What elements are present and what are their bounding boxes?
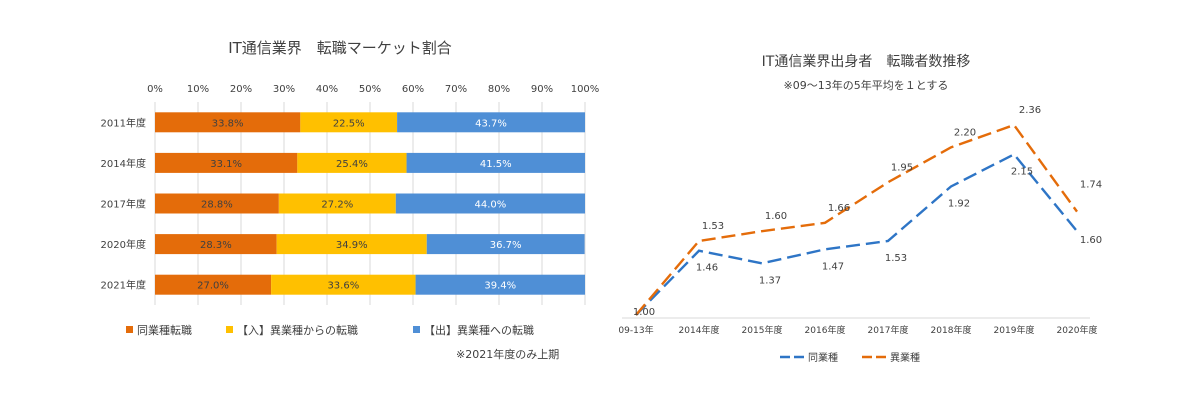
x-tick-label: 80%: [488, 84, 510, 95]
bar-segment: [406, 152, 585, 173]
data-label: 28.8%: [201, 200, 233, 211]
x-tick-label: 2019年度: [994, 324, 1035, 336]
bar-segment: [395, 193, 585, 214]
data-label: 28.3%: [200, 240, 232, 251]
bar-segment: [155, 112, 301, 133]
data-label: 2.36: [1019, 105, 1041, 116]
x-tick-label: 90%: [531, 84, 553, 95]
legend-swatch: [413, 326, 420, 333]
data-label: 2.15: [1011, 166, 1033, 177]
data-label: 34.9%: [336, 240, 368, 251]
x-tick-label: 30%: [273, 84, 295, 95]
legend-label: 【入】異業種からの転職: [237, 323, 358, 337]
x-tick-label: 2014年度: [679, 324, 720, 336]
line-chart-title: IT通信業界出身者 転職者数推移: [762, 54, 971, 70]
x-tick-label: 100%: [571, 84, 600, 95]
data-label: 1.53: [885, 253, 907, 264]
data-label: 1.47: [822, 261, 844, 272]
bar-segment: [155, 274, 272, 295]
data-label: 1.53: [702, 221, 724, 232]
x-tick-label: 2020年度: [1057, 324, 1098, 336]
data-label: 1.46: [696, 263, 718, 274]
bar-chart: 0% 10% 20% 30% 40% 50% 60% 70% 80% 90% 100% 2011年度 3…: [101, 84, 600, 337]
legend-label: 【出】異業種への転職: [424, 323, 534, 337]
legend-swatch: [126, 326, 133, 333]
data-label: 33.8%: [212, 118, 244, 129]
bar-segment: [397, 112, 585, 133]
bar-segment: [415, 274, 585, 295]
data-label: 1.66: [828, 203, 850, 214]
data-label: 36.7%: [490, 240, 522, 251]
x-tick-label: 2015年度: [742, 324, 783, 336]
data-label: 39.4%: [484, 281, 516, 292]
data-label: 25.4%: [336, 159, 368, 170]
data-label: 1.37: [759, 275, 781, 286]
bar-segment: [155, 234, 277, 255]
legend-swatch: [226, 326, 233, 333]
x-tick-label: 2018年度: [931, 324, 972, 336]
legend-label: 異業種: [890, 351, 920, 364]
bar-chart-title: IT通信業界 転職マーケット割合: [228, 39, 452, 57]
x-tick-label: 20%: [230, 84, 252, 95]
y-tick-label: 2011年度: [101, 116, 146, 129]
data-label: 1.60: [1080, 235, 1102, 246]
y-tick-label: 2020年度: [101, 238, 146, 251]
legend-label: 同業種転職: [137, 323, 192, 337]
data-label: 43.7%: [475, 118, 507, 129]
data-label: 2.20: [954, 127, 976, 138]
bar-segment: [155, 193, 279, 214]
line-chart-subtitle: ※09～13年の5年平均を１とする: [784, 78, 949, 92]
data-label: 33.6%: [327, 281, 359, 292]
series-line: [635, 152, 1078, 316]
x-tick-label: 10%: [187, 84, 209, 95]
bar-segment: [426, 234, 585, 255]
x-tick-label: 2017年度: [868, 324, 909, 336]
x-tick-label: 0%: [147, 84, 163, 95]
x-tick-label: 50%: [359, 84, 381, 95]
bar-segment: [278, 193, 396, 214]
x-tick-label: 09-13年: [618, 324, 653, 336]
legend-label: 同業種: [808, 351, 838, 364]
bar-segment: [300, 112, 398, 133]
x-tick-label: 2016年度: [805, 324, 846, 336]
data-label: 27.2%: [321, 200, 353, 211]
y-tick-label: 2017年度: [101, 198, 146, 211]
data-label: 44.0%: [475, 200, 507, 211]
data-label: 27.0%: [197, 281, 229, 292]
data-label: 22.5%: [333, 118, 365, 129]
data-label: 1.95: [891, 162, 913, 173]
x-tick-label: 40%: [316, 84, 338, 95]
x-tick-label: 70%: [445, 84, 467, 95]
data-label: 1.74: [1080, 180, 1102, 191]
y-tick-label: 2021年度: [101, 279, 146, 292]
data-label: 41.5%: [480, 159, 512, 170]
series-line: [635, 123, 1078, 316]
bar-segment: [276, 234, 427, 255]
data-label: 1.00: [633, 307, 655, 318]
data-label: 33.1%: [210, 159, 242, 170]
data-label: 1.92: [948, 198, 970, 209]
x-tick-label: 60%: [402, 84, 424, 95]
y-tick-label: 2014年度: [101, 157, 146, 170]
bar-segment: [297, 152, 407, 173]
data-label: 1.60: [765, 211, 787, 222]
bar-chart-footnote: ※2021年度のみ上期: [456, 347, 559, 361]
line-chart: 09-13年 2014年度 2015年度 2016年度 2017年度 2018年度 2019…: [618, 105, 1102, 364]
bar-segment: [155, 152, 298, 173]
bar-segment: [271, 274, 416, 295]
